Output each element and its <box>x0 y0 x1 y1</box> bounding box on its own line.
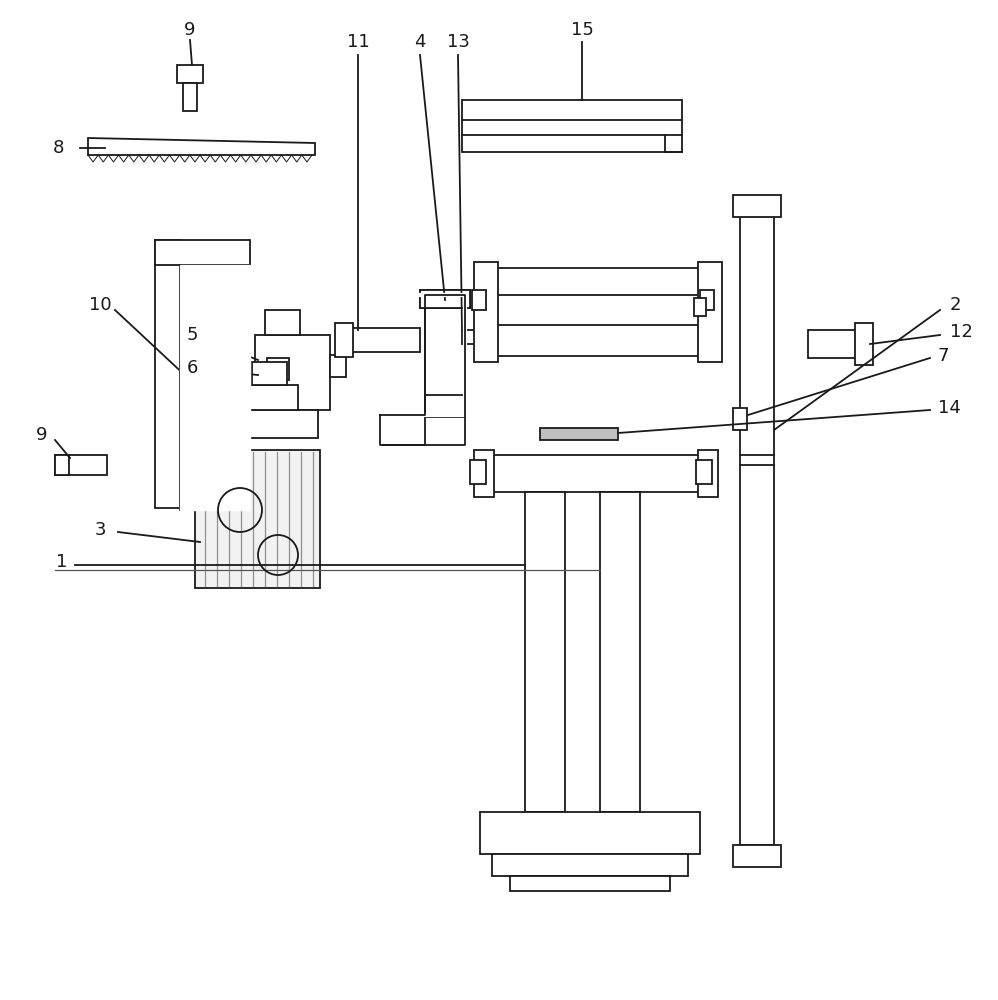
Text: 14: 14 <box>938 399 961 417</box>
Bar <box>733 195 781 217</box>
Bar <box>380 415 425 445</box>
Text: 15: 15 <box>571 21 594 39</box>
Bar <box>700 290 714 310</box>
Bar <box>420 290 470 308</box>
Bar <box>240 385 298 410</box>
Polygon shape <box>180 265 250 510</box>
Bar <box>155 240 250 265</box>
Bar <box>733 408 747 430</box>
Text: 11: 11 <box>346 33 369 51</box>
Text: 3: 3 <box>94 521 106 539</box>
Text: 4: 4 <box>414 33 426 51</box>
Text: 5: 5 <box>187 326 198 344</box>
Bar <box>183 83 197 111</box>
Bar <box>252 362 287 385</box>
Bar <box>55 455 107 475</box>
Bar <box>462 330 476 344</box>
Bar <box>195 450 320 588</box>
Bar <box>267 358 289 380</box>
Bar <box>492 854 688 876</box>
Bar <box>808 330 870 358</box>
Bar <box>470 460 486 484</box>
Text: 10: 10 <box>89 296 112 314</box>
Bar <box>474 262 498 362</box>
Bar <box>330 355 346 377</box>
Bar <box>540 428 618 440</box>
Bar <box>340 328 420 352</box>
Text: 13: 13 <box>446 33 469 51</box>
Bar <box>335 323 353 357</box>
Bar <box>480 455 702 492</box>
Bar <box>733 845 781 867</box>
Bar <box>425 395 465 417</box>
Bar <box>462 100 682 152</box>
Bar <box>55 455 69 475</box>
Bar <box>420 290 470 308</box>
Bar <box>740 200 774 845</box>
Bar <box>525 492 565 812</box>
Bar <box>177 65 203 83</box>
Bar <box>425 295 465 415</box>
Bar <box>265 310 300 335</box>
Text: 1: 1 <box>56 553 68 571</box>
Bar <box>255 335 330 410</box>
Bar <box>472 290 486 310</box>
Text: 9: 9 <box>185 21 196 39</box>
Bar <box>855 323 873 365</box>
Bar <box>155 240 180 508</box>
Text: 6: 6 <box>187 359 198 377</box>
Text: 9: 9 <box>36 426 48 444</box>
Text: 7: 7 <box>938 347 949 365</box>
Bar <box>600 492 640 812</box>
Bar <box>698 262 722 362</box>
Bar <box>510 876 670 891</box>
Text: 12: 12 <box>950 323 973 341</box>
Polygon shape <box>88 138 315 155</box>
Text: 8: 8 <box>52 139 64 157</box>
Bar <box>696 460 712 484</box>
Bar <box>218 410 318 438</box>
Bar <box>698 450 718 497</box>
Text: 2: 2 <box>950 296 961 314</box>
Bar <box>474 450 494 497</box>
Bar <box>480 268 702 356</box>
Bar <box>694 298 706 316</box>
Bar <box>480 812 700 854</box>
